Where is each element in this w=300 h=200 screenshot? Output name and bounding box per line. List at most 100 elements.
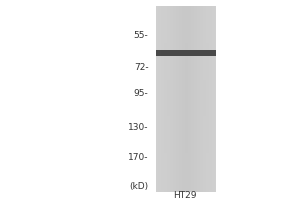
Bar xyxy=(156,64,216,66)
Bar xyxy=(206,6,207,192)
Bar xyxy=(156,8,216,10)
Text: 95-: 95- xyxy=(134,88,148,98)
Bar xyxy=(172,6,173,192)
Bar xyxy=(159,6,160,192)
Bar xyxy=(156,99,216,101)
Bar xyxy=(156,153,216,155)
Bar xyxy=(156,25,216,26)
Bar xyxy=(156,41,216,43)
Bar xyxy=(156,80,216,82)
Bar xyxy=(187,6,188,192)
Bar xyxy=(156,181,216,183)
Bar xyxy=(196,6,197,192)
Bar xyxy=(156,172,216,173)
Bar xyxy=(156,56,216,58)
Bar xyxy=(156,69,216,71)
Bar xyxy=(176,6,177,192)
Bar xyxy=(156,71,216,73)
Bar xyxy=(202,6,203,192)
Bar xyxy=(192,6,193,192)
Bar xyxy=(156,183,216,185)
Bar xyxy=(156,125,216,127)
Bar xyxy=(156,34,216,36)
Bar xyxy=(156,160,216,162)
Bar xyxy=(186,6,187,192)
Bar xyxy=(201,6,202,192)
Bar xyxy=(156,39,216,41)
Bar xyxy=(156,190,216,192)
Bar xyxy=(156,82,216,84)
Text: (kD): (kD) xyxy=(129,182,148,192)
Bar xyxy=(156,129,216,131)
Bar xyxy=(164,6,165,192)
Bar xyxy=(156,38,216,39)
Bar xyxy=(181,6,182,192)
Bar xyxy=(204,6,205,192)
Bar xyxy=(156,166,216,168)
Bar xyxy=(171,6,172,192)
Bar xyxy=(156,30,216,32)
Text: HT29: HT29 xyxy=(173,190,196,200)
Bar xyxy=(156,60,216,62)
Bar xyxy=(178,6,179,192)
Bar xyxy=(156,146,216,147)
Bar xyxy=(211,6,212,192)
Bar xyxy=(156,21,216,23)
Bar xyxy=(156,170,216,172)
Bar xyxy=(156,142,216,144)
Bar xyxy=(156,6,157,192)
Bar xyxy=(156,49,216,51)
Bar xyxy=(156,6,216,8)
Bar xyxy=(156,95,216,97)
Bar xyxy=(156,164,216,166)
Bar xyxy=(163,6,164,192)
Bar xyxy=(156,73,216,75)
Bar xyxy=(156,173,216,175)
Bar xyxy=(188,6,189,192)
Bar xyxy=(168,6,169,192)
Bar xyxy=(198,6,199,192)
Bar xyxy=(185,6,186,192)
Bar xyxy=(156,67,216,69)
Bar xyxy=(156,103,216,105)
Text: 130-: 130- xyxy=(128,122,148,132)
Bar xyxy=(156,23,216,25)
Bar xyxy=(156,119,216,121)
Bar xyxy=(156,185,216,186)
Bar xyxy=(156,15,216,17)
Bar xyxy=(156,43,216,45)
Bar xyxy=(209,6,210,192)
Bar xyxy=(175,6,176,192)
Bar xyxy=(214,6,215,192)
Bar xyxy=(170,6,171,192)
Bar xyxy=(173,6,174,192)
Bar xyxy=(167,6,168,192)
Bar xyxy=(156,147,216,149)
Bar xyxy=(156,97,216,99)
Bar xyxy=(156,116,216,118)
Bar xyxy=(200,6,201,192)
Bar xyxy=(156,51,216,52)
Bar xyxy=(160,6,161,192)
Bar xyxy=(156,112,216,114)
Bar xyxy=(156,179,216,181)
Bar xyxy=(156,149,216,151)
Bar xyxy=(156,110,216,112)
Bar xyxy=(212,6,213,192)
Bar xyxy=(156,175,216,177)
Bar xyxy=(156,36,216,38)
Bar xyxy=(184,6,185,192)
Bar xyxy=(156,84,216,86)
Bar xyxy=(203,6,204,192)
Bar xyxy=(156,101,216,103)
Bar xyxy=(179,6,180,192)
Bar xyxy=(156,28,216,30)
Bar xyxy=(156,155,216,157)
Bar xyxy=(169,6,170,192)
Bar xyxy=(215,6,216,192)
Bar xyxy=(156,12,216,13)
Bar xyxy=(180,6,181,192)
Text: 55-: 55- xyxy=(134,31,148,40)
Bar xyxy=(194,6,195,192)
Bar xyxy=(157,6,158,192)
